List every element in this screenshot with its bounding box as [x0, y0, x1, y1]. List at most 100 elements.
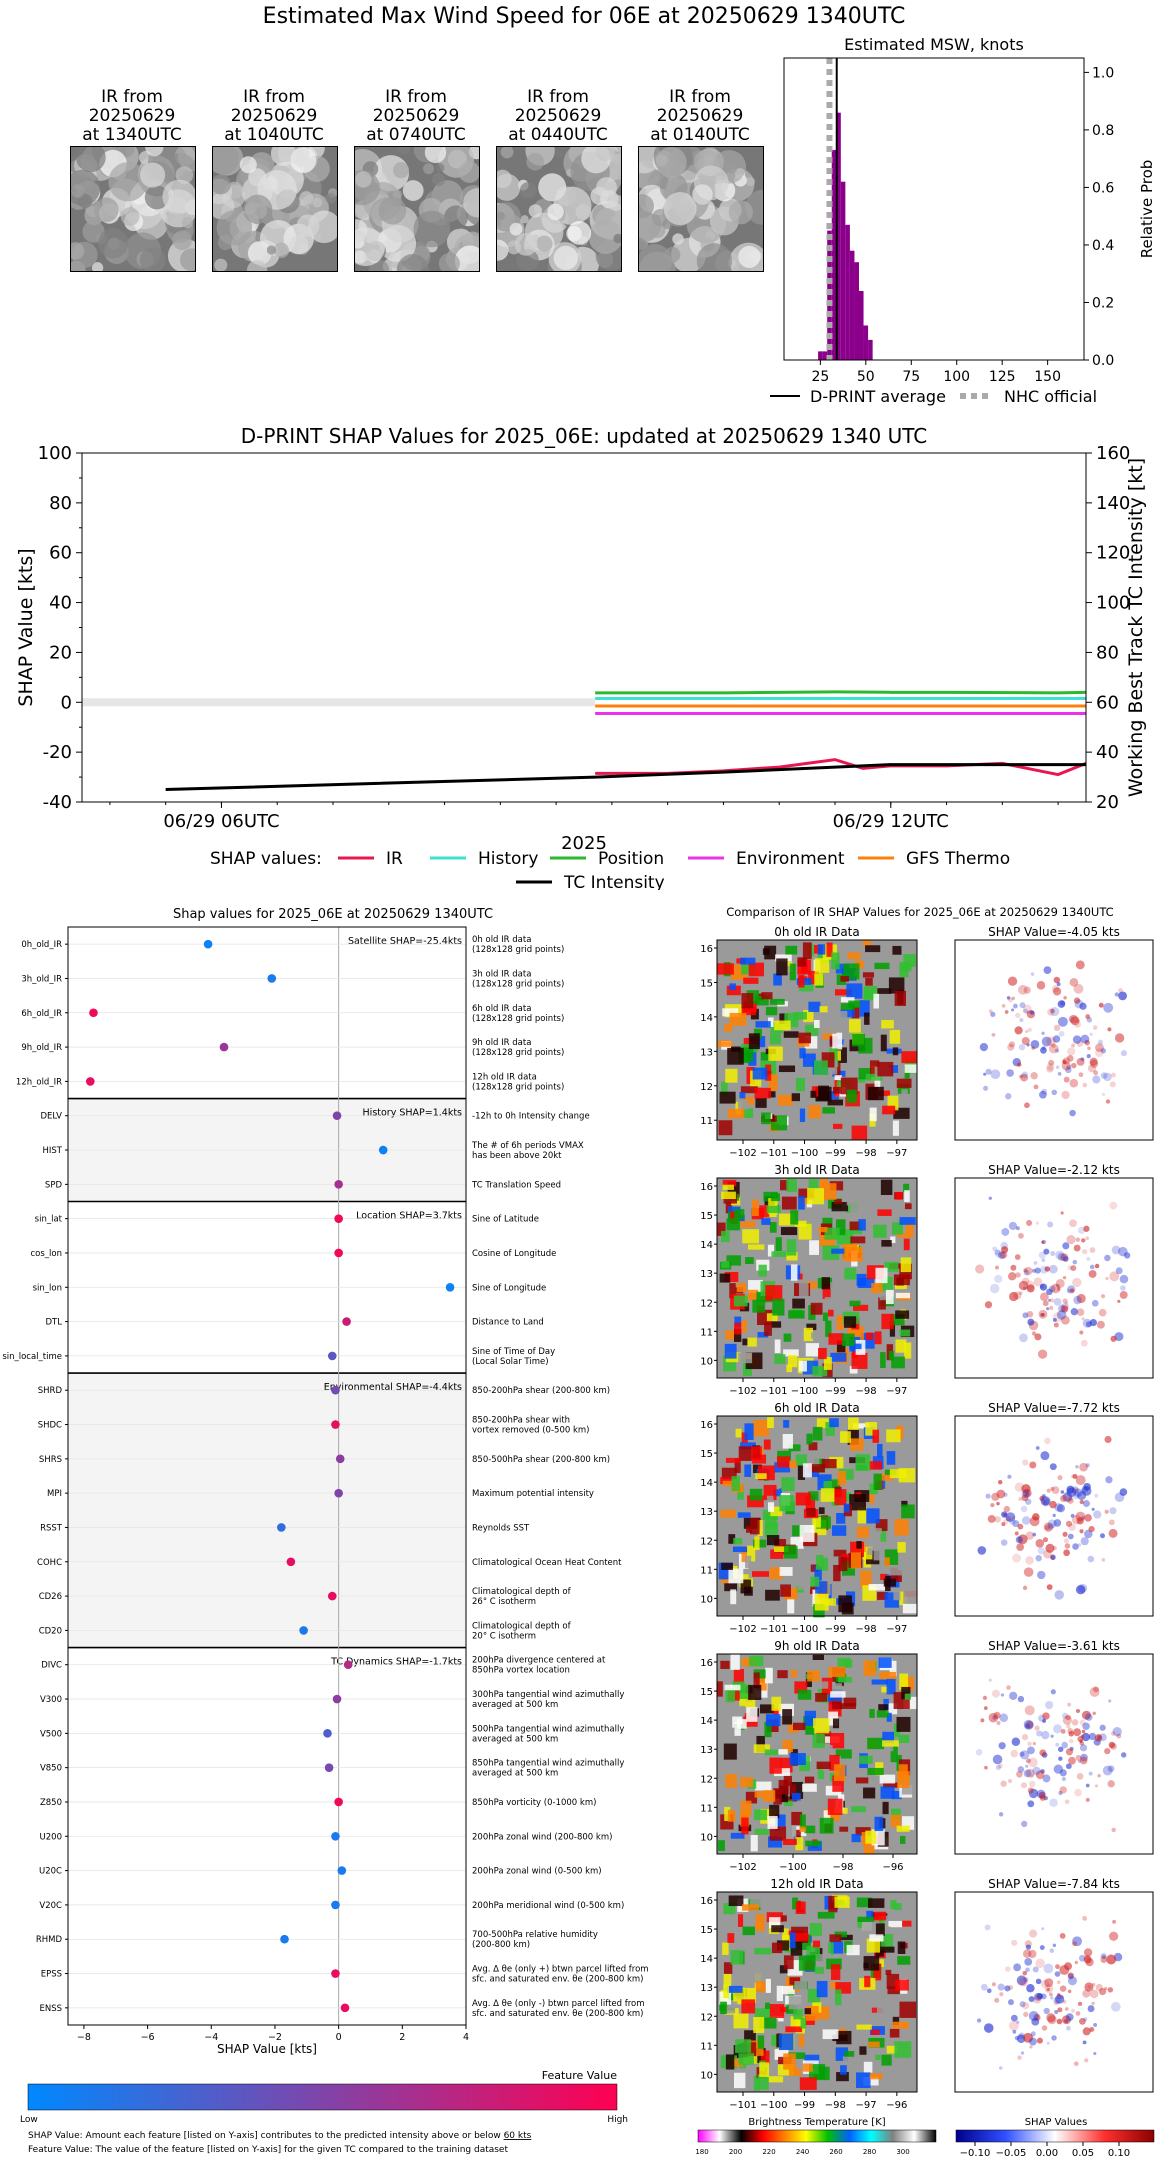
ir-pixel-blob: [832, 1032, 843, 1050]
ir-pixel-blob: [803, 1327, 813, 1342]
ir-pixel-blob: [765, 1589, 780, 1601]
ir-pixel-blob: [897, 1941, 906, 1954]
shap-speckle: [990, 1011, 996, 1018]
shap-panel-title: SHAP Value=-2.12 kts: [988, 1163, 1120, 1177]
y-tick-label: 0.0: [1092, 353, 1114, 369]
ir-pixel-blob: [877, 1946, 895, 1953]
feature-description: 12h old IR data: [472, 1072, 537, 1082]
cloud-blob: [497, 211, 505, 220]
ir-pixel-blob: [856, 1526, 869, 1538]
feature-shap-dot: [334, 1797, 343, 1807]
shap-speckle: [1023, 1268, 1028, 1273]
cloud-blob: [528, 204, 543, 218]
ir-pixel-blob: [805, 1836, 813, 1845]
ir-pixel-blob: [893, 1107, 910, 1119]
ir-pixel-blob: [814, 1566, 822, 1581]
ir-pixel-blob: [720, 1477, 732, 1485]
ir-y-tick-label: 15: [700, 978, 713, 989]
ir-pixel-blob: [894, 2041, 912, 2058]
shap-speckle: [1069, 1078, 1079, 1088]
ir-pixel-blob: [788, 2068, 802, 2076]
shap-speckle: [1014, 1026, 1023, 1035]
ir-y-tick-label: 10: [700, 1356, 713, 1367]
shap-speckle: [1069, 1109, 1076, 1117]
shap-speckle: [1061, 1090, 1070, 1100]
shap-speckle: [1104, 1748, 1111, 1755]
ir-pixel-blob: [846, 1196, 858, 1206]
ir-pixel-blob: [798, 1195, 805, 1210]
ir-x-tick-label: −102: [729, 1862, 756, 1873]
ir-pixel-blob: [767, 1244, 774, 1257]
shap-speckle: [1105, 1276, 1109, 1281]
ir-pixel-blob: [840, 1009, 855, 1018]
feature-shap-dot: [327, 1591, 337, 1601]
bt-tick-label: 300: [896, 2148, 909, 2156]
ir-pixel-blob: [878, 1657, 892, 1668]
ir-pixel-blob: [871, 1283, 883, 1293]
ir-pixel-blob: [727, 1108, 745, 1119]
shap-speckle: [1072, 1035, 1082, 1044]
shap-speckle: [1106, 1954, 1117, 1965]
ir-pixel-blob: [828, 1895, 838, 1913]
shap-speckle: [998, 1763, 1003, 1769]
ir-pixel-blob: [867, 1086, 884, 1101]
shap-speckle: [1039, 1496, 1045, 1502]
shap-speckle: [1042, 1500, 1047, 1505]
shap-speckle: [1024, 1957, 1033, 1966]
ir-pixel-blob: [886, 2045, 898, 2054]
ir-pixel-blob: [843, 1503, 850, 1513]
ir-pixel-blob: [846, 1680, 859, 1691]
ir-y-tick-label: 15: [700, 1687, 713, 1698]
ir-pixel-blob: [751, 1199, 759, 1217]
shap-speckle: [1024, 1705, 1035, 1716]
shap-speckle: [1092, 1075, 1101, 1084]
shap-speckle: [1007, 1043, 1015, 1051]
ir-pixel-blob: [740, 1777, 754, 1788]
ir-pixel-blob: [834, 1896, 850, 1908]
shap-speckle: [1080, 1537, 1089, 1546]
shap-speckle: [1016, 1543, 1025, 1552]
shap-speckle: [1080, 1734, 1084, 1738]
ir-pixel-blob: [797, 1465, 806, 1480]
ir-pixel-blob: [902, 1920, 912, 1927]
shap-speckle: [1109, 1507, 1117, 1515]
shap-speckle: [1003, 1518, 1009, 1525]
shap-speckle: [1007, 1474, 1012, 1479]
ir-pixel-blob: [770, 1506, 783, 1517]
shap-speckle: [1025, 1967, 1030, 1973]
ir-pixel-blob: [774, 2049, 789, 2060]
ir-y-tick-label: 14: [700, 1716, 713, 1727]
ir-pixel-blob: [899, 2001, 917, 2018]
ir-pixel-blob: [882, 1731, 894, 1744]
shap-speckle: [1018, 1232, 1024, 1239]
ir-pixel-blob: [789, 1460, 797, 1469]
shap-speckle: [1079, 1462, 1088, 1472]
ir-pixel-blob: [744, 1423, 754, 1441]
ir-pixel-blob: [741, 1999, 756, 2014]
shap-speckle: [1048, 1298, 1052, 1302]
ir-pixel-blob: [867, 1547, 873, 1555]
ir-pixel-blob: [754, 1947, 772, 1955]
cloud-blob: [266, 245, 277, 255]
shap-speckle: [1054, 1971, 1061, 1977]
shap-speckle: [1070, 1307, 1079, 1316]
shap-speckle: [1044, 1978, 1054, 1988]
shap-speckle: [1022, 1312, 1029, 1319]
shap-panel-image: [955, 940, 1153, 1140]
shap-speckle: [1065, 1066, 1072, 1074]
ir-pixel-blob: [734, 1322, 742, 1335]
shap-background: [955, 1654, 1153, 1854]
ir-pixel-blob: [903, 954, 916, 967]
ir-pixel-blob: [786, 1239, 797, 1256]
cloud-blob: [82, 220, 105, 243]
feature-shap-dot: [286, 1557, 296, 1567]
ir-pixel-blob: [768, 1502, 775, 1512]
ir-pixel-blob: [789, 963, 796, 981]
ir-pixel-blob: [795, 1454, 808, 1467]
shap-background: [955, 1178, 1153, 1378]
ir-pixel-blob: [858, 1076, 866, 1083]
shap-speckle: [1031, 1331, 1037, 1336]
ir-pixel-blob: [784, 1800, 793, 1807]
ir-pixel-blob: [787, 1598, 795, 1614]
shap-speckle: [1091, 2001, 1095, 2005]
